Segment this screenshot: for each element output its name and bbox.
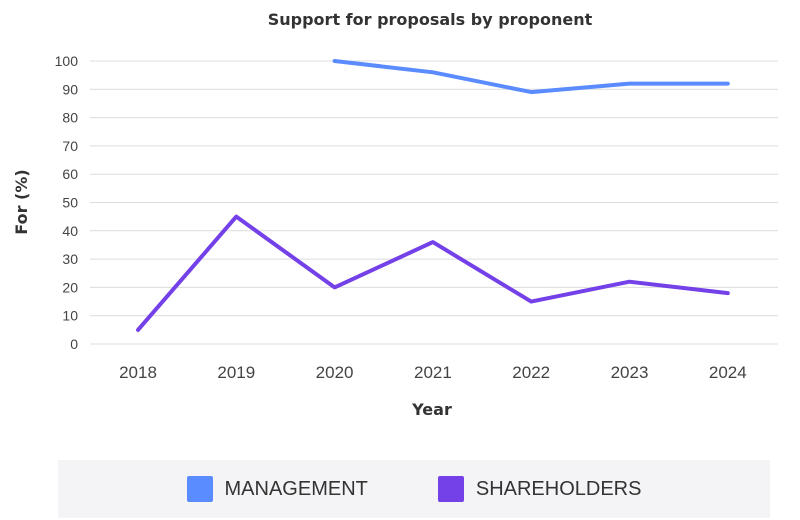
y-tick-label: 70 — [62, 138, 78, 154]
y-tick-label: 40 — [62, 223, 78, 239]
x-tick-label: 2022 — [512, 363, 550, 382]
series-line-management[interactable] — [332, 59, 730, 95]
y-tick-label: 30 — [62, 251, 78, 267]
x-axis-ticks: 2018 2019 2020 2021 2022 2023 2024 — [119, 363, 747, 382]
line-chart: Support for proposals by proponent For (… — [12, 10, 778, 419]
x-tick-label: 2024 — [709, 363, 747, 382]
chart-title: Support for proposals by proponent — [268, 10, 593, 29]
series-lines — [136, 59, 730, 332]
y-tick-label: 80 — [62, 110, 78, 126]
y-axis-ticks: 0 10 20 30 40 50 60 70 80 90 100 — [55, 53, 79, 352]
series-line-shareholders[interactable] — [136, 214, 730, 332]
y-tick-label: 10 — [62, 308, 78, 324]
legend: MANAGEMENT SHAREHOLDERS — [58, 460, 770, 518]
legend-swatch-management — [186, 476, 213, 502]
y-tick-label: 50 — [62, 195, 78, 211]
legend-swatch-shareholders — [437, 476, 464, 502]
x-tick-label: 2019 — [217, 363, 255, 382]
y-tick-label: 90 — [62, 81, 78, 97]
legend-label-management: MANAGEMENT — [224, 477, 368, 500]
y-tick-label: 60 — [62, 166, 78, 182]
y-tick-label: 0 — [70, 336, 78, 352]
x-tick-label: 2020 — [316, 363, 354, 382]
legend-item-shareholders[interactable]: SHAREHOLDERS — [437, 476, 642, 502]
x-axis-label: Year — [411, 400, 452, 419]
x-tick-label: 2021 — [414, 363, 452, 382]
legend-label-shareholders: SHAREHOLDERS — [475, 477, 642, 500]
gridlines — [90, 60, 778, 345]
y-axis-label: For (%) — [12, 169, 31, 234]
x-tick-label: 2023 — [611, 363, 649, 382]
y-tick-label: 20 — [62, 279, 78, 295]
y-tick-label: 100 — [55, 53, 79, 69]
legend-item-management[interactable]: MANAGEMENT — [186, 476, 368, 502]
x-tick-label: 2018 — [119, 363, 157, 382]
